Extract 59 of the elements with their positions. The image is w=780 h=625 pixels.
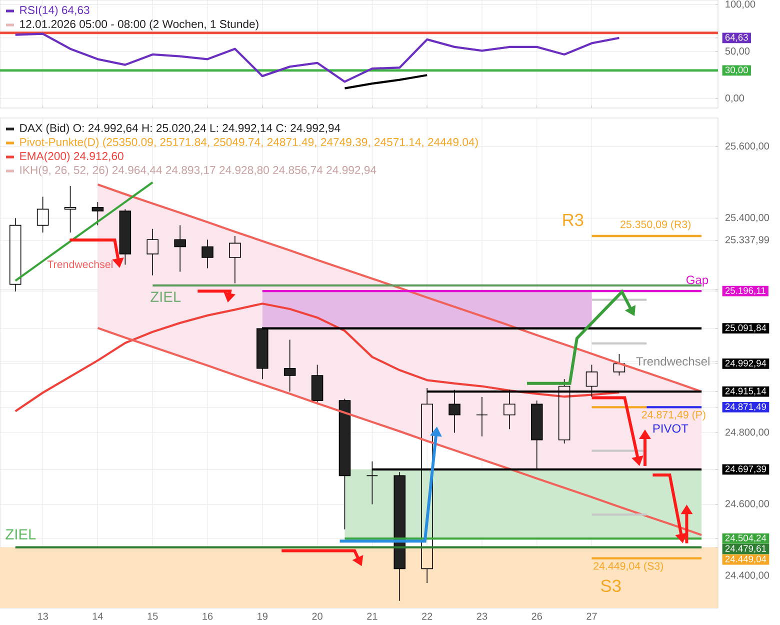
y-tick-label: 25.091,84: [725, 324, 766, 332]
annotation: 12.01.2026 05:00 - 08:00 (2 Wochen, 1 Stunde): [20, 20, 258, 30]
candlestick: [284, 339, 296, 392]
y-tick-label: 25.400,00: [725, 214, 770, 222]
y-tick-label: 24.504,24: [725, 534, 766, 542]
line-series: [344, 74, 428, 90]
annotation: IKH(9, 26, 52, 26) 24.964,44 24.893,17 24.928,80 24.856,74 24.992,94: [20, 166, 376, 176]
x-tick-label: 13: [38, 612, 48, 620]
annotation: ZIEL: [6, 529, 36, 540]
y-tick-label: 100,00: [726, 0, 756, 9]
y-tick-label: 24.800,00: [725, 428, 770, 437]
candlestick: [36, 196, 49, 233]
y-tick-label: 24.600,00: [725, 500, 770, 508]
x-tick-label: 22: [422, 612, 432, 620]
y-tick-label: 0,00: [725, 94, 744, 103]
candlestick: [229, 236, 241, 284]
annotation: R3: [563, 214, 584, 226]
legend-label: EMA(200) 24.912,60: [20, 152, 124, 162]
x-tick-label: 23: [476, 612, 488, 620]
y-tick-label: 24.449,04: [725, 556, 766, 564]
y-tick-label: 24.992,94: [725, 360, 766, 368]
x-tick-label: 15: [148, 612, 158, 620]
annotation: PIVOT: [653, 424, 688, 433]
candlestick: [146, 228, 158, 276]
y-tick-label: 64,63: [725, 34, 748, 42]
line-series: [14, 32, 620, 83]
annotation: 25.350,09 (R3): [620, 220, 690, 230]
annotation: ZIEL: [150, 292, 181, 302]
annotation: S3: [601, 580, 621, 592]
candlestick: [476, 396, 488, 437]
annotation: 24.449,04 (S3): [594, 562, 664, 572]
x-tick-label: 20: [312, 612, 322, 620]
x-tick-label: 16: [202, 612, 213, 620]
x-tick-label: 19: [258, 612, 268, 620]
annotation: Gap: [686, 276, 708, 287]
y-tick-label: 24.400,00: [725, 572, 770, 580]
x-tick-label: 14: [92, 612, 103, 620]
legend-label: RSI(14) 64,63: [20, 6, 90, 16]
annotation: Trendwechsel: [636, 356, 710, 366]
y-tick-label: 24.697,39: [725, 466, 766, 474]
x-tick-label: 21: [367, 612, 378, 620]
y-tick-label: 24.871,49: [725, 403, 766, 412]
y-tick-label: 30,00: [725, 66, 748, 74]
annotation: 24.871,49 (P): [642, 410, 706, 421]
y-tick-label: 24.915,14: [725, 388, 766, 396]
y-tick-label: 25.600,00: [725, 142, 770, 151]
candlestick: [174, 224, 186, 272]
y-tick-label: 24.479,61: [725, 545, 766, 553]
y-tick-label: 25.196,11: [725, 287, 766, 295]
legend-label: Pivot-Punkte(D) (25350.09, 25171.84, 25049.74, 24871.49, 24749.39, 24571.14, 24449.04): [20, 138, 478, 148]
x-tick-label: 27: [586, 612, 597, 620]
x-tick-label: 26: [532, 612, 542, 620]
y-tick-label: 50,00: [725, 48, 750, 56]
annotation: Trendwechsel: [47, 260, 112, 268]
y-tick-label: 25.337,99: [725, 236, 769, 244]
candlestick: [202, 239, 214, 269]
chart-title: DAX (Bid) O: 24.992,64 H: 25.020,24 L: 24.992,14 C: 24.992,94: [20, 124, 340, 134]
candlestick: [9, 218, 22, 292]
candlestick: [64, 186, 76, 233]
